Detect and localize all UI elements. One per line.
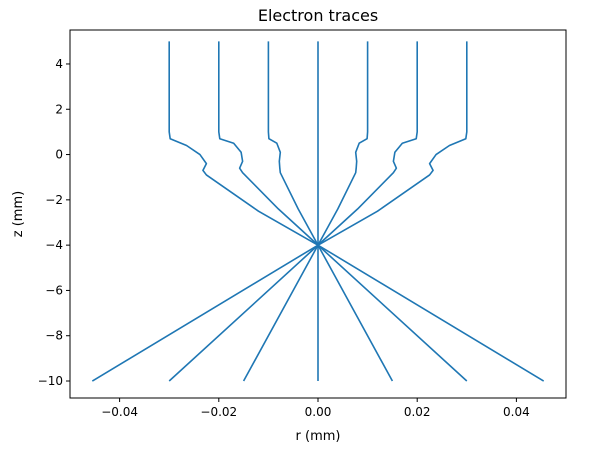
series-layer — [91, 41, 545, 382]
trace-line-5 — [242, 41, 369, 382]
x-tick-label: 0.04 — [503, 405, 530, 419]
y-axis-ticks: 4 2 0 −2 −4 −6 −8 −10 — [38, 57, 70, 388]
trace-line-7 — [91, 41, 468, 382]
trace-line-3 — [267, 41, 394, 382]
x-tick-label: −0.02 — [200, 405, 237, 419]
x-tick-label: 0.02 — [404, 405, 431, 419]
y-tick-label: 0 — [55, 148, 63, 162]
y-tick-label: −8 — [45, 329, 63, 343]
chart-title: Electron traces — [258, 6, 378, 25]
x-tick-label: −0.04 — [101, 405, 138, 419]
x-axis-ticks: −0.04 −0.02 0.00 0.02 0.04 — [101, 398, 530, 419]
trace-line-1 — [168, 41, 545, 382]
y-tick-label: 4 — [55, 57, 63, 71]
y-tick-label: 2 — [55, 102, 63, 116]
x-tick-label: 0.00 — [305, 405, 332, 419]
y-tick-label: −6 — [45, 283, 63, 297]
y-tick-label: −10 — [38, 374, 63, 388]
y-tick-label: −2 — [45, 193, 63, 207]
y-axis-label: z (mm) — [11, 191, 26, 237]
y-tick-label: −4 — [45, 238, 63, 252]
x-axis-label: r (mm) — [296, 429, 341, 444]
trace-line-2 — [218, 41, 468, 382]
trace-line-6 — [168, 41, 419, 382]
